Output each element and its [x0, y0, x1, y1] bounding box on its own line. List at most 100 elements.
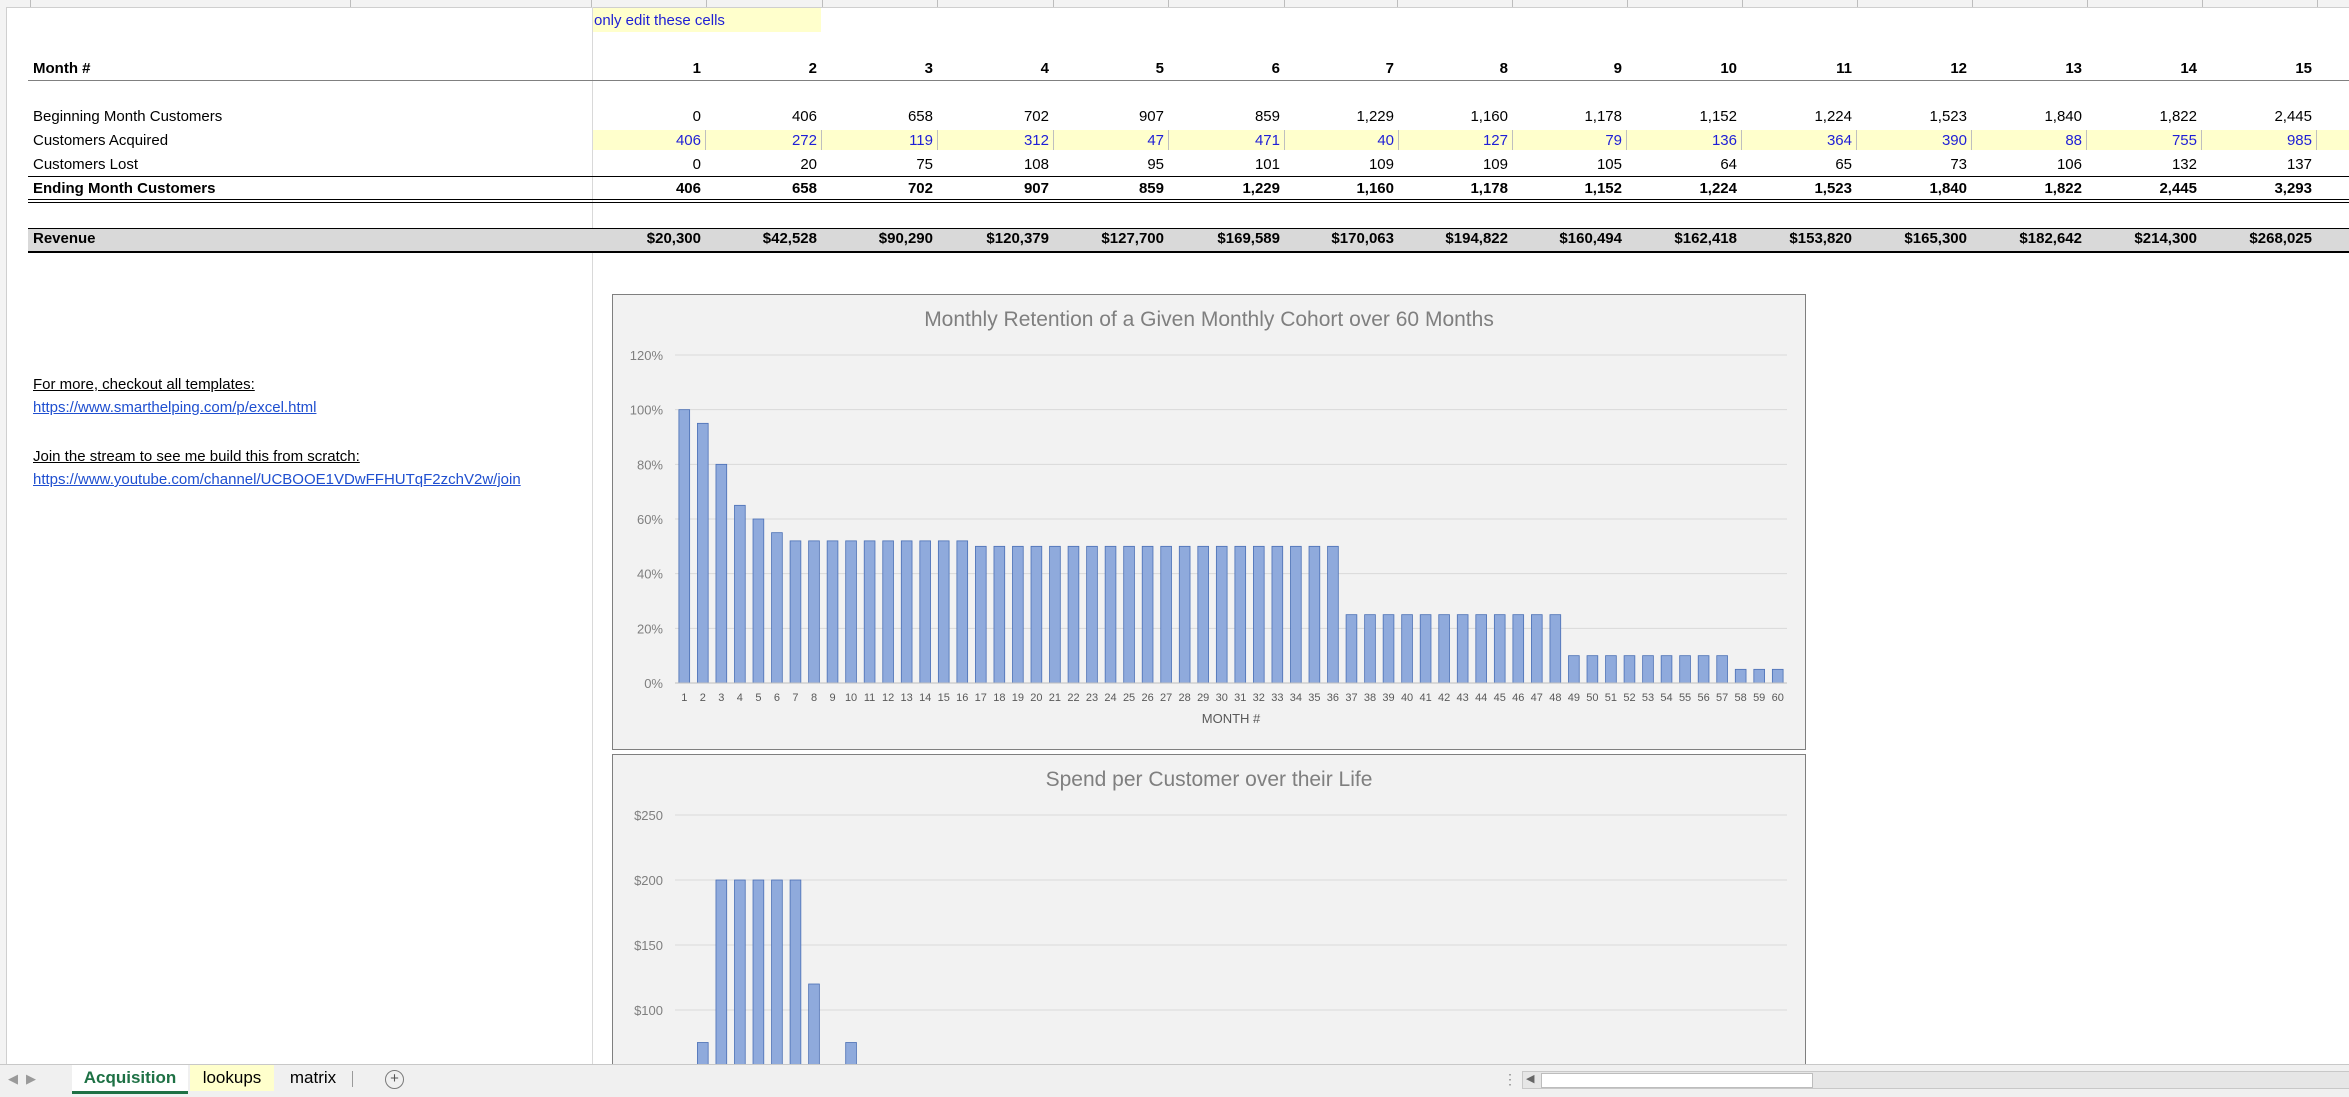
- beginning-customers-cell[interactable]: 1,523: [1929, 108, 1967, 125]
- customers-lost-cell[interactable]: 108: [1023, 156, 1049, 173]
- ending-customers-cell[interactable]: 406: [675, 180, 701, 197]
- month-header-cell[interactable]: 9: [1613, 60, 1622, 77]
- beginning-customers-cell[interactable]: 702: [1023, 108, 1049, 125]
- revenue-cell[interactable]: $20,300: [646, 230, 701, 247]
- customers-acquired-cell[interactable]: 79: [1605, 132, 1622, 149]
- customers-acquired-cell[interactable]: 47: [1147, 132, 1164, 149]
- customers-lost-cell[interactable]: 75: [916, 156, 933, 173]
- ending-customers-cell[interactable]: 3,293: [2274, 180, 2312, 197]
- beginning-customers-cell[interactable]: 658: [907, 108, 933, 125]
- beginning-customers-cell[interactable]: 1,160: [1470, 108, 1508, 125]
- beginning-customers-cell[interactable]: 0: [692, 108, 701, 125]
- ending-customers-cell[interactable]: 907: [1023, 180, 1049, 197]
- month-header-cell[interactable]: 14: [2180, 60, 2197, 77]
- month-header-cell[interactable]: 15: [2295, 60, 2312, 77]
- customers-lost-cell[interactable]: 109: [1368, 156, 1394, 173]
- month-header-cell[interactable]: 11: [1836, 60, 1852, 77]
- beginning-customers-cell[interactable]: 1,840: [2044, 108, 2082, 125]
- month-header-cell[interactable]: 13: [2065, 60, 2082, 77]
- beginning-customers-cell[interactable]: 1,229: [1356, 108, 1394, 125]
- ending-customers-cell[interactable]: 859: [1138, 180, 1164, 197]
- row-header-bar[interactable]: [0, 7, 7, 1064]
- revenue-cell[interactable]: $214,300: [2134, 230, 2197, 247]
- customers-lost-cell[interactable]: 106: [2056, 156, 2082, 173]
- month-header-cell[interactable]: 4: [1040, 60, 1049, 77]
- revenue-cell[interactable]: $194,822: [1445, 230, 1508, 247]
- customers-acquired-cell[interactable]: 88: [2065, 132, 2082, 149]
- customers-acquired-cell[interactable]: 119: [909, 132, 933, 149]
- horizontal-scrollbar[interactable]: ◀: [1522, 1071, 2349, 1089]
- customers-lost-cell[interactable]: 64: [1720, 156, 1737, 173]
- customers-lost-cell[interactable]: 137: [2286, 156, 2312, 173]
- revenue-cell[interactable]: $160,494: [1559, 230, 1622, 247]
- revenue-cell[interactable]: $169,589: [1217, 230, 1280, 247]
- ending-customers-cell[interactable]: 1,160: [1356, 180, 1394, 197]
- revenue-cell[interactable]: $127,700: [1101, 230, 1164, 247]
- scroll-left-icon[interactable]: ◀: [8, 1071, 18, 1086]
- beginning-customers-cell[interactable]: 1,152: [1699, 108, 1737, 125]
- customers-acquired-cell[interactable]: 136: [1711, 132, 1737, 149]
- customers-acquired-cell[interactable]: 312: [1023, 132, 1049, 149]
- month-header-cell[interactable]: 3: [924, 60, 933, 77]
- revenue-cell[interactable]: $182,642: [2019, 230, 2082, 247]
- customers-acquired-cell[interactable]: 272: [791, 132, 817, 149]
- scrollbar-left-arrow-icon[interactable]: ◀: [1526, 1073, 1535, 1085]
- customers-lost-cell[interactable]: 105: [1596, 156, 1622, 173]
- tab-matrix[interactable]: matrix: [289, 1068, 337, 1087]
- beginning-customers-cell[interactable]: 2,445: [2274, 108, 2312, 125]
- scrollbar-thumb[interactable]: [1541, 1073, 1813, 1088]
- templates-link[interactable]: https://www.smarthelping.com/p/excel.htm…: [33, 399, 317, 416]
- month-header-cell[interactable]: 6: [1271, 60, 1280, 77]
- customers-lost-cell[interactable]: 101: [1254, 156, 1280, 173]
- revenue-cell[interactable]: $120,379: [986, 230, 1049, 247]
- month-header-cell[interactable]: 2: [808, 60, 817, 77]
- ending-customers-cell[interactable]: 1,178: [1470, 180, 1508, 197]
- ending-customers-cell[interactable]: 1,152: [1584, 180, 1622, 197]
- month-header-cell[interactable]: 7: [1385, 60, 1394, 77]
- scroll-right-icon[interactable]: ▶: [26, 1071, 36, 1086]
- beginning-customers-cell[interactable]: 1,178: [1584, 108, 1622, 125]
- customers-acquired-cell[interactable]: 471: [1254, 132, 1280, 149]
- ending-customers-cell[interactable]: 1,229: [1242, 180, 1280, 197]
- revenue-cell[interactable]: $165,300: [1904, 230, 1967, 247]
- revenue-cell[interactable]: $153,820: [1789, 230, 1852, 247]
- tab-splitter-icon[interactable]: ⋮: [1503, 1071, 1517, 1087]
- customers-lost-cell[interactable]: 0: [692, 156, 701, 173]
- spend-chart[interactable]: Spend per Customer over their Life $100 $…: [612, 754, 1806, 1064]
- editable-note-cell[interactable]: [593, 8, 821, 32]
- ending-customers-cell[interactable]: 1,840: [1929, 180, 1967, 197]
- beginning-customers-cell[interactable]: 1,822: [2159, 108, 2197, 125]
- revenue-cell[interactable]: $42,528: [762, 230, 817, 247]
- customers-acquired-cell[interactable]: 985: [2286, 132, 2312, 149]
- month-header-cell[interactable]: 8: [1499, 60, 1508, 77]
- tab-lookups[interactable]: lookups: [190, 1065, 274, 1091]
- tab-acquisition[interactable]: Acquisition: [72, 1065, 188, 1094]
- retention-chart[interactable]: Monthly Retention of a Given Monthly Coh…: [612, 294, 1806, 750]
- customers-lost-cell[interactable]: 132: [2171, 156, 2197, 173]
- beginning-customers-cell[interactable]: 859: [1254, 108, 1280, 125]
- month-header-cell[interactable]: 12: [1950, 60, 1967, 77]
- stream-link[interactable]: https://www.youtube.com/channel/UCBOOE1V…: [33, 471, 521, 488]
- customers-acquired-cell[interactable]: 40: [1377, 132, 1394, 149]
- customers-acquired-cell[interactable]: 364: [1826, 132, 1852, 149]
- month-header-cell[interactable]: 1: [692, 60, 701, 77]
- column-header-bar[interactable]: [0, 0, 2349, 8]
- ending-customers-cell[interactable]: 1,224: [1699, 180, 1737, 197]
- revenue-cell[interactable]: $170,063: [1331, 230, 1394, 247]
- ending-customers-cell[interactable]: 2,445: [2159, 180, 2197, 197]
- revenue-cell[interactable]: $90,290: [878, 230, 933, 247]
- beginning-customers-cell[interactable]: 1,224: [1814, 108, 1852, 125]
- customers-lost-cell[interactable]: 95: [1147, 156, 1164, 173]
- add-sheet-icon[interactable]: +: [385, 1070, 404, 1089]
- customers-acquired-cell[interactable]: 390: [1941, 132, 1967, 149]
- customers-lost-cell[interactable]: 65: [1835, 156, 1852, 173]
- customers-lost-cell[interactable]: 109: [1482, 156, 1508, 173]
- customers-lost-cell[interactable]: 20: [800, 156, 817, 173]
- ending-customers-cell[interactable]: 1,822: [2044, 180, 2082, 197]
- month-header-cell[interactable]: 10: [1720, 60, 1737, 77]
- customers-acquired-cell[interactable]: 406: [675, 132, 701, 149]
- customers-lost-cell[interactable]: 73: [1950, 156, 1967, 173]
- customers-acquired-cell[interactable]: 127: [1482, 132, 1508, 149]
- customers-acquired-cell[interactable]: 755: [2171, 132, 2197, 149]
